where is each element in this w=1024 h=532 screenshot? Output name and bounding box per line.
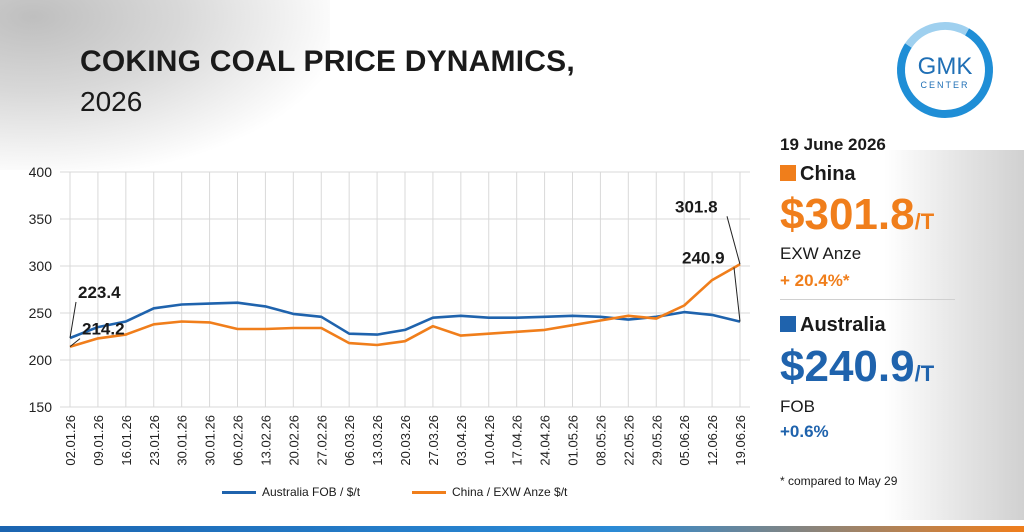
page-title: COKING COAL PRICE DYNAMICS, [80,45,575,78]
series-line-china [69,263,741,348]
x-tick-label: 24.04.26 [538,415,553,466]
x-tick-label: 13.02.26 [258,415,273,466]
x-tick-label: 01.05.26 [566,415,581,466]
x-tick-label: 20.03.26 [398,415,413,466]
x-tick-label: 03.04.26 [454,415,469,466]
annotation-leader [69,301,77,339]
china-change: + 20.4%* [780,271,850,290]
y-tick-label: 350 [29,211,53,227]
price-line-chart: 150 200 250 300 350 400 02.01.26 09.01.26 16.01.… [29,164,750,466]
china-header: China [780,163,856,186]
x-tick-label: 06.03.26 [342,415,357,466]
y-tick-label: 300 [29,258,53,274]
x-tick-label: 13.03.26 [370,415,385,466]
australia-price-unit: /T [914,361,935,386]
australia-header: Australia [780,314,886,337]
legend-china-swatch [412,490,446,494]
x-tick-label: 06.02.26 [231,415,246,466]
x-tick-label: 08.05.26 [593,415,608,466]
x-tick-label: 05.06.26 [677,415,692,466]
china-name: China [800,163,856,185]
legend-australia: Australia FOB / $/t [222,485,360,499]
australia-price-value: $240.9 [780,342,915,391]
china-price-unit: /T [914,209,935,234]
australia-change: +0.6% [780,422,829,441]
x-tick-label: 10.04.26 [482,415,497,466]
x-tick-label: 09.01.26 [91,415,106,466]
x-tick-label: 20.02.26 [286,415,301,466]
australia-square-icon [780,316,796,332]
annotation-label: 214.2 [82,320,125,339]
x-tick-label: 22.05.26 [621,415,636,466]
panel-date: 19 June 2026 [780,135,886,154]
page-subtitle: 2026 [80,86,143,117]
legend-australia-swatch [222,490,256,494]
australia-price: $240.9/T [780,345,934,389]
y-tick-label: 150 [29,399,53,415]
gmk-center-logo: GMK CENTER [897,21,993,118]
china-label: EXW Anze [780,244,862,263]
x-tick-label: 30.01.26 [175,415,190,466]
bottom-accent-bar [0,526,1024,532]
annotation-leader [69,338,81,348]
x-tick-label: 17.04.26 [510,415,525,466]
x-tick-label: 29.05.26 [649,415,664,466]
logo-text-center: CENTER [920,80,969,90]
china-square-icon [780,165,796,181]
background-industrial-image [884,150,1024,520]
x-tick-label: 23.01.26 [147,415,162,466]
y-tick-label: 200 [29,352,53,368]
x-tick-label: 30.01.26 [203,415,218,466]
logo-text-gmk: GMK [918,53,973,80]
x-tick-label: 16.01.26 [119,415,134,466]
panel-divider [780,299,955,300]
legend-australia-label: Australia FOB / $/t [262,485,361,499]
annotation-label: 223.4 [78,283,121,302]
china-price-value: $301.8 [780,190,915,239]
x-tick-label: 19.06.26 [733,415,748,466]
australia-name: Australia [800,314,886,336]
background-coal-image [0,0,330,170]
x-tick-label: 12.06.26 [705,415,720,466]
footnote: * compared to May 29 [780,474,898,488]
annotation-label: 240.9 [682,249,725,268]
y-tick-label: 250 [29,305,53,321]
legend-china: China / EXW Anze $/t [412,485,567,499]
annotation-label: 301.8 [675,197,718,216]
x-tick-label: 27.02.26 [314,415,329,466]
series-line-australia [69,301,741,340]
china-price: $301.8/T [780,193,934,237]
x-tick-label: 02.01.26 [63,415,78,466]
legend-china-label: China / EXW Anze $/t [452,485,568,499]
x-tick-label: 27.03.26 [426,415,441,466]
annotation-leader [726,216,741,265]
australia-label: FOB [780,397,815,416]
annotation-leader [733,267,741,322]
y-tick-label: 400 [29,164,53,180]
